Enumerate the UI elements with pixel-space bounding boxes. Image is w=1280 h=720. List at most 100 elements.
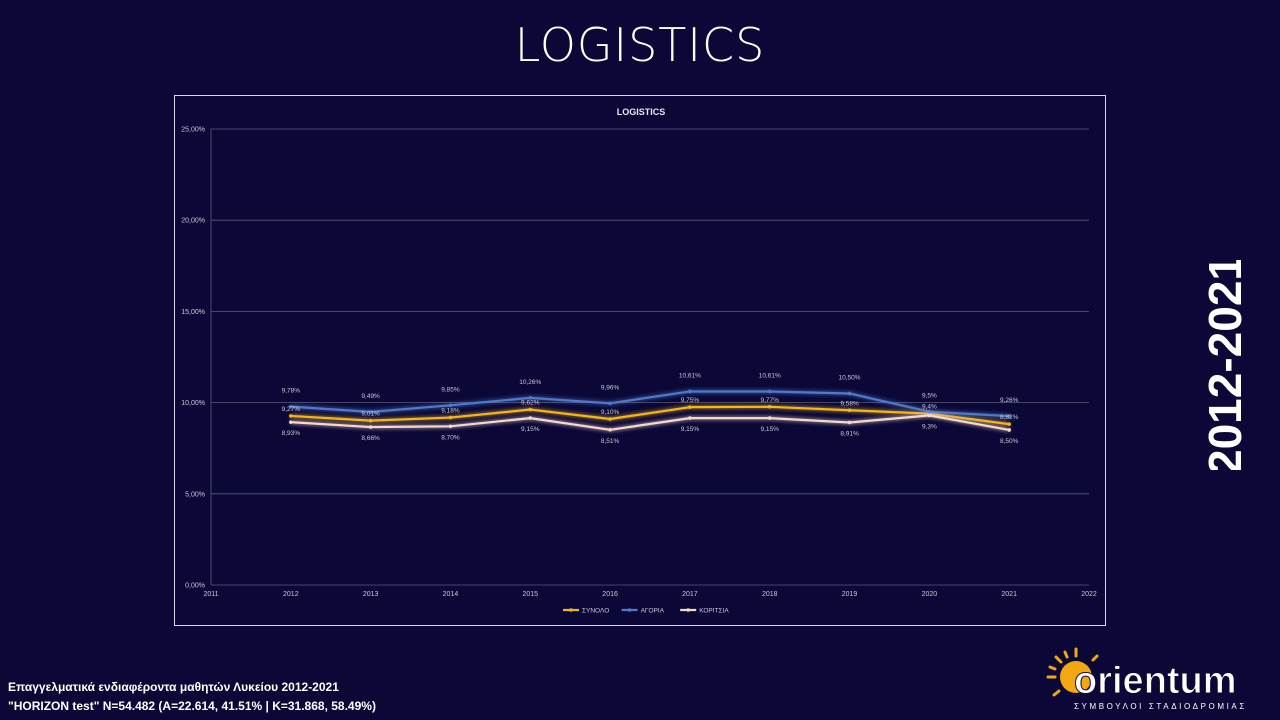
series-point (767, 416, 772, 420)
series-point (608, 417, 612, 421)
series-lines (289, 389, 1011, 432)
year-range-vertical: 2012-2021 (1199, 260, 1251, 470)
footer: Επαγγελματικά ενδιαφέροντα μαθητών Λυκεί… (8, 678, 376, 716)
legend-label: ΚΟΡΙΤΣΙΑ (699, 608, 729, 615)
series-point (528, 396, 533, 400)
x-tick-label: 2012 (283, 591, 299, 598)
series-point (847, 420, 852, 425)
data-label: 9,4% (922, 404, 937, 411)
series-point (927, 409, 932, 414)
series-point (608, 401, 612, 406)
data-label: 9,15% (761, 426, 780, 433)
y-tick-label: 0,00% (185, 583, 205, 590)
series-point (289, 404, 293, 409)
x-tick-label: 2021 (1001, 591, 1017, 598)
data-label: 9,15% (681, 426, 700, 433)
series-point (448, 424, 453, 429)
x-tick-label: 2013 (363, 591, 379, 598)
x-tick-label: 2016 (602, 591, 618, 598)
x-tick-label: 2018 (762, 591, 778, 598)
data-label: 8,82% (1000, 414, 1019, 421)
slide-title: LOGISTICS (514, 18, 766, 72)
data-label: 9,5% (922, 393, 937, 400)
sun-icon (1046, 647, 1099, 697)
series-point (1007, 422, 1011, 426)
data-label: 9,96% (601, 384, 620, 391)
series-line-2 (290, 414, 1010, 432)
series-point (1007, 414, 1011, 418)
series-point (368, 418, 373, 423)
x-tick-label: 2017 (682, 591, 698, 598)
data-label: 10,61% (679, 372, 701, 379)
data-label: 8,70% (441, 434, 460, 441)
legend-marker (569, 608, 573, 612)
series-point (368, 410, 373, 414)
data-label: 9,49% (361, 393, 380, 400)
series-point (289, 414, 293, 418)
data-label: 9,26% (1000, 397, 1019, 404)
y-tick-label: 20,00% (181, 218, 205, 225)
data-label: 8,66% (361, 435, 380, 442)
data-label: 9,62% (521, 400, 540, 407)
series-point (528, 407, 533, 412)
data-label: 8,93% (282, 430, 301, 437)
series-point (368, 425, 373, 429)
data-label: 9,75% (681, 397, 700, 404)
footer-line-2: "HORIZON test" N=54.482 (A=22.614, 41.51… (8, 699, 376, 713)
data-label: 8,50% (1000, 438, 1019, 445)
data-label: 9,77% (761, 397, 780, 404)
series-point (688, 405, 692, 409)
series-point (448, 403, 453, 408)
logo-wordmark: orientum (1074, 660, 1237, 702)
legend-marker (627, 608, 632, 612)
data-label: 9,18% (441, 408, 460, 415)
series-line-0 (290, 405, 1010, 426)
series-point (767, 404, 772, 409)
legend: ΣΥΝΟΛΟ ΑΓΟΡΙΑ ΚΟΡΙΤΣΙΑ (563, 608, 729, 615)
grid-lines (210, 128, 1089, 586)
x-tick-label: 2011 (203, 591, 218, 598)
logo-tagline: ΣΥΜΒΟΥΛΟΙ ΣΤΑΔΙΟΔΡΟΜΙΑΣ (1074, 702, 1247, 711)
data-label: 8,51% (601, 438, 620, 445)
chart-svg: LOGISTICS 0,00% 5,00% 10,00% 15,00% 20,00% 25… (181, 107, 1097, 615)
legend-label: ΑΓΟΡΙΑ (641, 608, 665, 615)
series-point (448, 415, 453, 420)
x-tick-label: 2022 (1081, 591, 1097, 598)
y-tick-label: 25,00% (181, 127, 205, 134)
series-point (847, 408, 852, 413)
data-label: 9,15% (521, 426, 540, 433)
orientum-logo: orientum ΣΥΜΒΟΥΛΟΙ ΣΤΑΔΙΟΔΡΟΜΙΑΣ (1046, 647, 1247, 711)
x-tick-label: 2019 (842, 591, 858, 598)
series-point (927, 413, 932, 418)
x-tick-label: 2015 (522, 591, 538, 598)
x-tick-label: 2020 (922, 591, 938, 598)
chart-title: LOGISTICS (617, 107, 666, 117)
series-point (688, 416, 692, 420)
legend-marker (686, 608, 690, 612)
y-tick-label: 10,00% (181, 400, 205, 407)
data-label: 9,3% (922, 423, 937, 430)
data-label: 8,91% (840, 430, 859, 437)
data-label: 9,27% (282, 406, 301, 413)
data-label: 10,50% (839, 374, 861, 381)
data-labels: 9,27% 9,01% 9,18% 9,62% 9,10% 9,75% 9,77% 9,58%… (282, 372, 1019, 444)
data-label: 10,61% (759, 372, 781, 379)
series-point (1007, 428, 1011, 432)
series-point (289, 420, 293, 424)
data-label: 9,78% (282, 388, 301, 395)
y-tick-label: 5,00% (185, 491, 205, 498)
y-tick-label: 15,00% (181, 309, 205, 316)
data-label: 10,26% (519, 379, 541, 386)
series-line-1 (290, 390, 1010, 418)
series-point (608, 427, 612, 432)
year-range-label: 2012-2021 (1199, 260, 1251, 470)
data-label: 9,58% (840, 400, 859, 407)
footer-line-1: Επαγγελματικά ενδιαφέροντα μαθητών Λυκεί… (8, 680, 339, 694)
data-label: 9,01% (361, 411, 380, 418)
series-point (847, 391, 852, 396)
legend-label: ΣΥΝΟΛΟ (582, 608, 609, 615)
series-point (767, 389, 772, 394)
line-chart: LOGISTICS 0,00% 5,00% 10,00% 15,00% 20,00% 25… (174, 95, 1106, 626)
axis-labels: 0,00% 5,00% 10,00% 15,00% 20,00% 25,00% 2011 20… (181, 127, 1097, 599)
x-tick-label: 2014 (443, 591, 459, 598)
